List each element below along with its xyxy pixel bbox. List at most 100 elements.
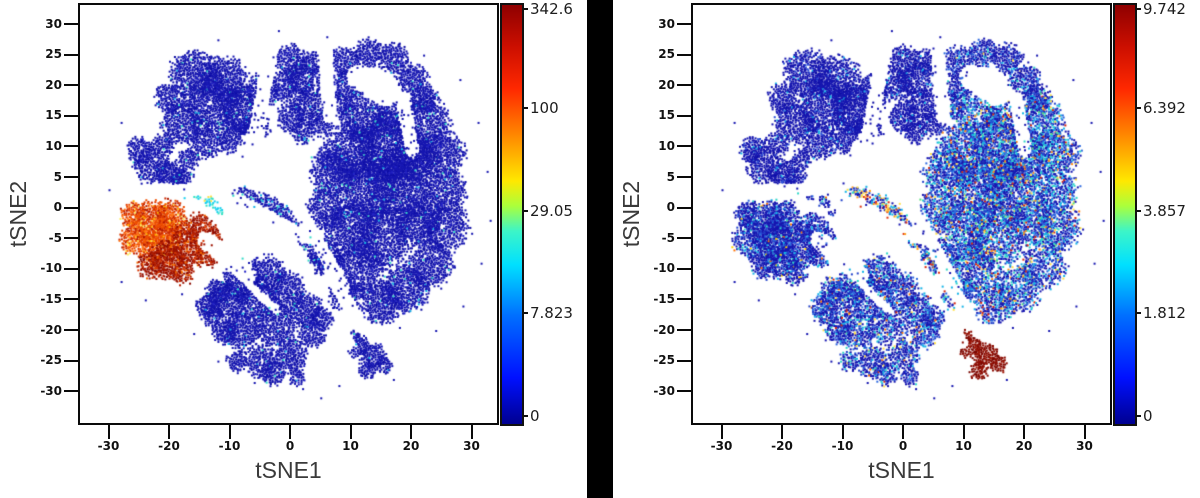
x-tick-label: 10	[342, 439, 359, 453]
y-tick	[677, 267, 692, 270]
x-tick	[168, 425, 170, 439]
y-tick	[64, 53, 79, 56]
x-tick-label: -10	[831, 439, 854, 453]
y-tick-label: 10	[45, 138, 62, 153]
y-tick	[64, 114, 79, 117]
y-tick	[677, 237, 692, 240]
x-axis-label: tSNE1	[255, 457, 322, 483]
x-tick	[349, 425, 352, 439]
colorbar-tick	[1135, 311, 1141, 314]
colorbar-tick	[522, 107, 528, 110]
x-tick-label: 30	[463, 439, 480, 453]
y-tick	[677, 84, 692, 87]
y-tick-label: 5	[53, 169, 62, 184]
colorbar-tick-label: 0	[1143, 406, 1153, 425]
x-tick-label: 0	[898, 439, 908, 453]
colorbar-tick	[522, 311, 528, 314]
colorbar-tick-label: 6.392	[1143, 99, 1186, 118]
y-tick	[64, 176, 79, 178]
x-tick-label: 20	[402, 439, 420, 453]
x-tick-label: 10	[955, 439, 972, 453]
x-tick-label: -10	[218, 439, 241, 453]
y-tick-label: -30	[40, 383, 62, 398]
x-axis-label: tSNE1	[868, 457, 935, 483]
y-tick-label: -10	[40, 261, 62, 276]
tsne-scatter-canvas-left	[80, 5, 497, 423]
y-tick	[677, 145, 692, 148]
panel-separator	[587, 0, 613, 498]
y-tick	[64, 84, 79, 87]
y-tick	[64, 23, 79, 25]
y-tick-label: 15	[45, 108, 62, 123]
y-tick	[677, 206, 692, 209]
colorbar-tick	[1135, 414, 1141, 417]
x-tick-label: 30	[1076, 439, 1093, 453]
x-tick	[781, 425, 783, 439]
colorbar-tick	[1135, 107, 1141, 110]
tsne-panel-left: tSNE2 tSNE1 -30 -20 -10 0 10 20 30 30 25 20 15 10 5 0…	[0, 0, 587, 498]
colorbar-tick-label: 3.857	[1143, 201, 1186, 220]
y-tick	[677, 390, 692, 393]
y-tick	[64, 298, 79, 301]
y-tick	[64, 359, 79, 362]
plot-area-right	[691, 3, 1112, 425]
y-tick-label: 25	[45, 47, 62, 62]
y-tick	[64, 145, 79, 148]
y-tick	[677, 23, 692, 25]
x-tick	[720, 425, 723, 439]
x-tick	[228, 425, 231, 439]
colorbar-tick-label: 100	[530, 99, 559, 118]
y-tick	[64, 390, 79, 393]
y-tick-label: -20	[653, 322, 675, 337]
x-tick-label: -30	[97, 439, 120, 453]
y-tick-label: -10	[653, 261, 675, 276]
x-tick-label: 20	[1015, 439, 1033, 453]
y-tick-label: -15	[40, 291, 62, 306]
x-tick-label: -20	[158, 439, 180, 453]
x-tick	[470, 425, 473, 439]
x-tick-label: -30	[710, 439, 733, 453]
x-tick	[962, 425, 965, 439]
y-tick	[64, 329, 79, 331]
colorbar-tick	[1135, 8, 1141, 11]
colorbar-tick	[522, 209, 528, 212]
y-tick	[64, 206, 79, 209]
colorbar-tick-label: 29.05	[530, 201, 573, 220]
y-tick-label: 20	[45, 77, 62, 92]
colorbar-tick-label: 0	[530, 406, 540, 425]
y-tick-label: 25	[658, 47, 675, 62]
x-tick	[841, 425, 844, 439]
y-tick-label: 0	[53, 200, 62, 215]
x-tick	[902, 425, 904, 439]
y-tick-label: -15	[653, 291, 675, 306]
y-tick-label: 10	[658, 138, 675, 153]
colorbar-right	[1113, 3, 1137, 426]
y-tick-label: -5	[661, 230, 675, 245]
y-tick	[64, 267, 79, 270]
plot-area-left	[78, 3, 499, 425]
x-tick-label: 0	[285, 439, 295, 453]
y-tick-label: 30	[658, 16, 675, 31]
y-tick-label: 5	[666, 169, 675, 184]
colorbar-tick	[522, 8, 528, 11]
y-tick-label: -20	[40, 322, 62, 337]
y-tick	[677, 329, 692, 331]
colorbar-tick-label: 9.742	[1143, 0, 1186, 19]
x-tick	[289, 425, 291, 439]
x-tick	[1023, 425, 1025, 439]
y-tick-label: 20	[658, 77, 675, 92]
tsne-panel-right: tSNE2 tSNE1 -30 -20 -10 0 10 20 30 30 25 20 15 10 5 0…	[613, 0, 1200, 498]
y-tick	[677, 176, 692, 178]
y-tick-label: -25	[40, 353, 62, 368]
colorbar-left	[500, 3, 524, 426]
x-tick-label: -20	[771, 439, 793, 453]
y-tick-label: 15	[658, 108, 675, 123]
y-tick	[677, 298, 692, 301]
y-tick-label: -30	[653, 383, 675, 398]
y-tick-label: 0	[666, 200, 675, 215]
y-tick-label: -5	[48, 230, 62, 245]
colorbar-tick-label: 7.823	[530, 303, 573, 322]
y-tick	[677, 114, 692, 117]
y-tick	[64, 237, 79, 240]
